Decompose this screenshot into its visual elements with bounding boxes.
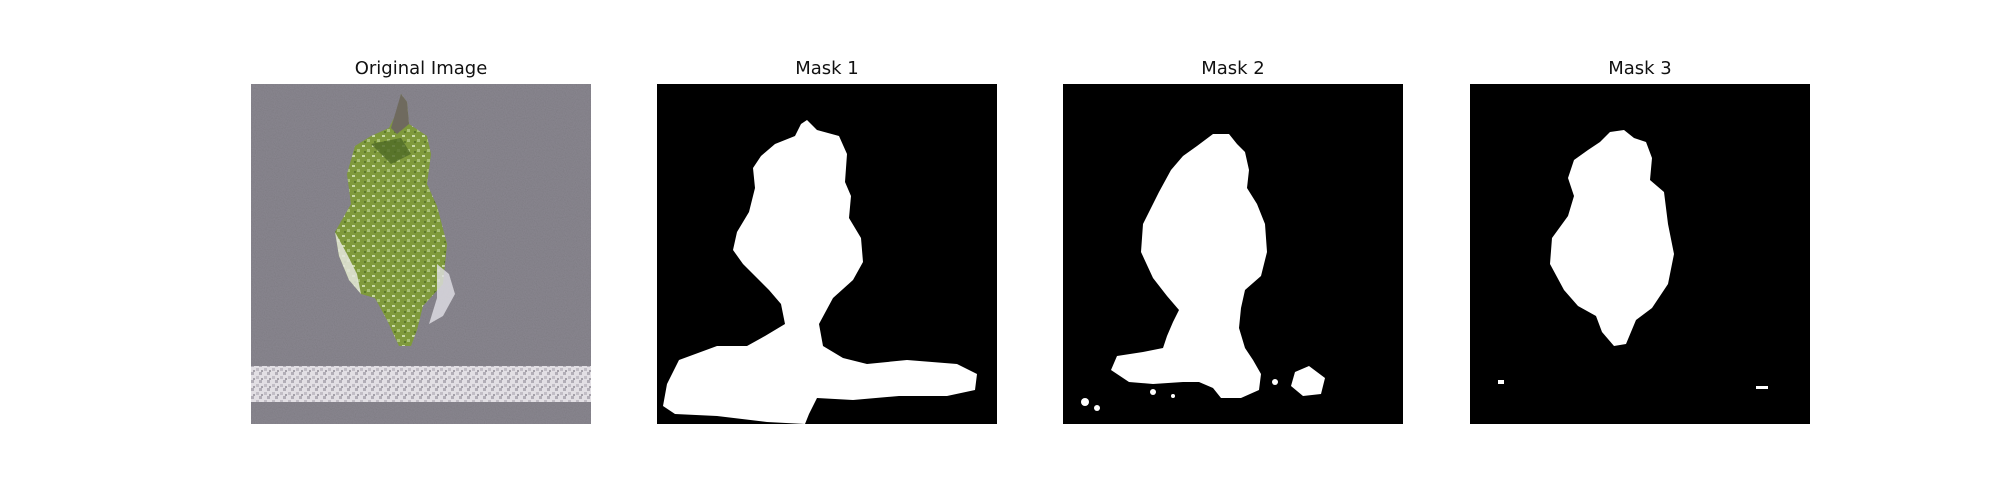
panel-title: Original Image bbox=[354, 58, 488, 79]
panel-mask-3: Mask 3 bbox=[1470, 56, 1810, 424]
panel-original-image: Original Image bbox=[251, 56, 591, 424]
mask-3-image bbox=[1470, 84, 1810, 424]
original-image bbox=[251, 84, 591, 424]
mask-1-image bbox=[657, 84, 997, 424]
panel-title: Mask 3 bbox=[1608, 58, 1672, 79]
panel-title: Mask 1 bbox=[795, 58, 859, 79]
panel-mask-2: Mask 2 bbox=[1063, 56, 1403, 424]
mask-2-image bbox=[1063, 84, 1403, 424]
panel-mask-1: Mask 1 bbox=[657, 56, 997, 424]
panel-title: Mask 2 bbox=[1201, 58, 1265, 79]
